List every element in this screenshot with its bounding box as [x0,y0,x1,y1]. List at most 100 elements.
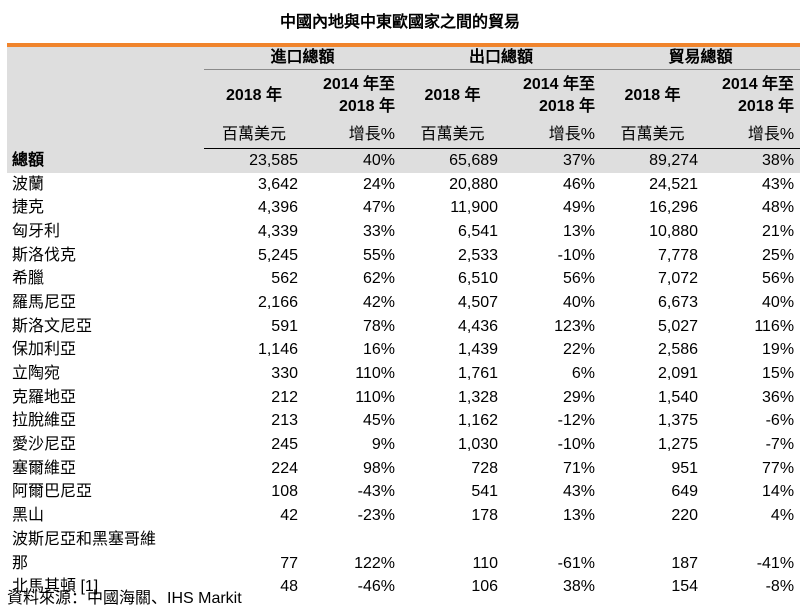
table-row: 斯洛伐克 5,245 55% 2,533 -10% 7,778 25% [7,244,800,268]
total-row: 總額 23,585 40% 65,689 37% 89,274 38% [7,148,800,173]
header-year-row: 2018 年 2014 年至 2018 年 2018 年 2014 年至 2018 … [7,69,800,122]
cell: -43% [357,483,396,501]
cell: 330 [271,365,298,383]
row-label: 阿爾巴尼亞 [12,483,93,501]
cell: 1,146 [257,341,298,359]
cell: 14% [762,483,795,501]
cell: 1,162 [457,412,499,430]
header-rule [7,43,800,47]
cell: 11,900 [450,199,499,217]
cell: 541 [471,483,499,501]
cell: -7% [765,436,795,454]
cell: 38% [704,148,800,173]
cell: 187 [671,554,699,572]
cell: 13% [563,222,596,240]
cell: 123% [554,317,596,335]
cell: 4,507 [457,293,499,311]
table-row: 匈牙利 4,339 33% 6,541 13% 10,880 21% [7,220,800,244]
cell: 77% [762,459,795,477]
cell: 43% [762,175,795,193]
cell: 55% [362,246,396,264]
table-row: 阿爾巴尼亞 108 -43% 541 43% 649 14% [7,481,800,505]
cell: 245 [271,436,298,454]
cell: 6,541 [457,222,499,240]
cell: 1,761 [457,365,499,383]
unit-growth: 增長% [304,122,402,149]
table-row: 波斯尼亞和黑塞哥維 [7,528,800,552]
cell: 2,091 [657,365,699,383]
cell: 5,245 [257,246,298,264]
cell: 213 [271,412,298,430]
table-row: 那 77 122% 110 -61% 187 -41% [7,552,800,576]
cell: 38% [563,578,596,596]
cell: 562 [271,270,298,288]
table-row: 立陶宛 330 110% 1,761 6% 2,091 15% [7,362,800,386]
cell: 154 [671,578,699,596]
table-row: 保加利亞 1,146 16% 1,439 22% 2,586 19% [7,339,800,363]
unit-growth: 增長% [504,122,602,149]
row-label: 斯洛伐克 [12,246,77,264]
row-label: 匈牙利 [12,222,61,240]
cell: 40% [304,148,402,173]
unit-value: 百萬美元 [204,122,304,149]
table-row: 羅馬尼亞 2,166 42% 4,507 40% 6,673 40% [7,291,800,315]
cell: 49% [563,199,596,217]
cell: 9% [371,436,396,454]
cell: 77 [280,554,298,572]
cell: 42 [280,507,298,525]
cell: 16,296 [649,199,699,217]
row-label: 總額 [7,148,204,173]
table-row: 北馬其頓 [1] 48 -46% 106 38% 154 -8% [7,575,800,599]
cell: 78% [362,317,396,335]
cell: 7,072 [657,270,699,288]
cell: 4% [770,507,795,525]
cell: 40% [563,293,596,311]
row-label: 愛沙尼亞 [12,436,77,454]
cell: 1,439 [457,341,499,359]
cell: 43% [563,483,596,501]
cell: 116% [754,317,795,335]
cell: 42% [362,293,396,311]
cell: 5,027 [657,317,699,335]
cell: 45% [362,412,396,430]
row-label: 波蘭 [12,175,45,193]
cell: 23,585 [204,148,304,173]
cell: 1,328 [457,388,499,406]
growth-label: 2014 年至 2018 年 [304,69,402,122]
cell: 212 [271,388,298,406]
cell: 22% [563,341,596,359]
cell: 6,510 [457,270,499,288]
cell: 56% [563,270,596,288]
cell: 4,436 [457,317,499,335]
cell: 110% [355,365,396,383]
cell: 178 [471,507,499,525]
cell: 21% [762,222,795,240]
table-row: 波蘭 3,642 24% 20,880 46% 24,521 43% [7,173,800,197]
cell: 46% [563,175,596,193]
cell: 48% [762,199,795,217]
year-label: 2018 年 [601,69,705,122]
cell: 6,673 [657,293,699,311]
cell: -46% [357,578,396,596]
table-row: 捷克 4,396 47% 11,900 49% 16,296 48% [7,196,800,220]
table-row: 克羅地亞 212 110% 1,328 29% 1,540 36% [7,386,800,410]
row-label: 塞爾維亞 [12,459,77,477]
cell: 25% [762,246,795,264]
table-row: 斯洛文尼亞 591 78% 4,436 123% 5,027 116% [7,315,800,339]
table-title: 中國內地與中東歐國家之間的貿易 [279,12,520,31]
cell: 24,521 [649,175,699,193]
cell: 4,396 [257,199,298,217]
cell: 2,533 [457,246,499,264]
header-group-row: 進口總額 出口總額 貿易總額 [7,47,800,70]
year-label: 2018 年 [401,69,505,122]
cell: 13% [563,507,596,525]
cell: 1,030 [457,436,499,454]
cell: 7,778 [657,246,699,264]
cell: 40% [762,293,795,311]
group-trade: 貿易總額 [601,47,800,70]
unit-value: 百萬美元 [601,122,705,149]
cell: 3,642 [257,175,298,193]
cell: 10,880 [649,222,699,240]
row-label: 波斯尼亞和黑塞哥維 [12,530,157,548]
row-label: 拉脫維亞 [12,412,77,430]
